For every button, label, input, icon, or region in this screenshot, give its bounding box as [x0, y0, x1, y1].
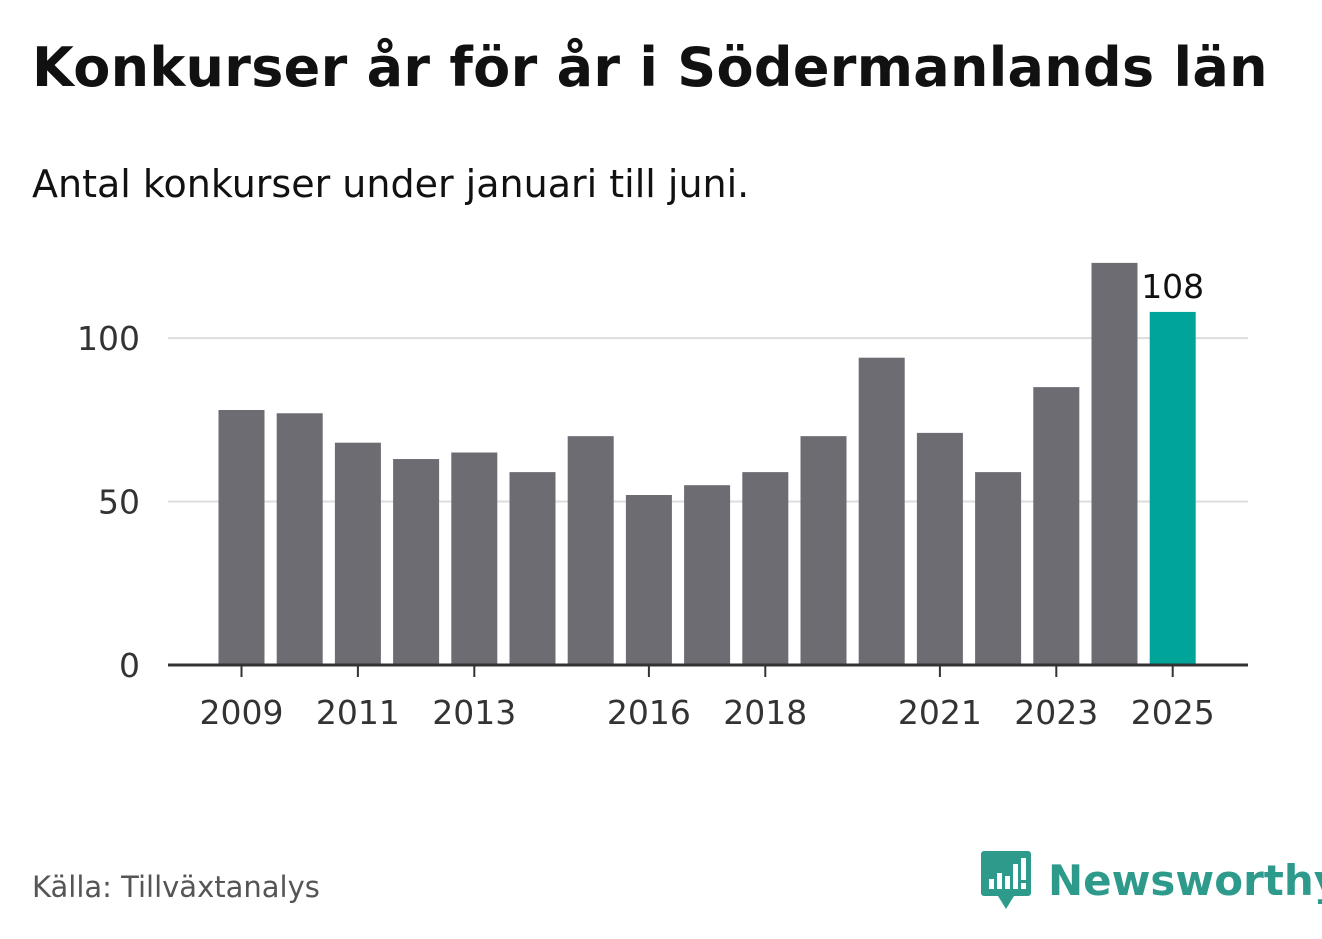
bar	[916, 432, 963, 665]
bar	[858, 357, 905, 665]
data-label: 108	[1141, 267, 1204, 306]
x-tick-label: 2025	[1131, 693, 1215, 732]
newsworthy-logo-icon	[980, 849, 1032, 911]
brand-name: Newsworthy	[1048, 855, 1322, 905]
bar	[451, 452, 498, 665]
x-tick-label: 2013	[432, 693, 516, 732]
bar	[393, 459, 440, 665]
bar	[509, 472, 556, 665]
y-tick-label: 0	[119, 646, 140, 685]
brand-logo: Newsworthy	[980, 848, 1322, 912]
chart-subtitle: Antal konkurser under januari till juni.	[32, 162, 750, 206]
bar	[800, 436, 847, 665]
bar	[334, 442, 381, 665]
bar	[625, 495, 672, 665]
x-tick-label: 2023	[1014, 693, 1098, 732]
x-tick-label: 2016	[607, 693, 691, 732]
data-labels: 108	[1141, 267, 1204, 306]
bars	[218, 262, 1196, 665]
bar	[1091, 262, 1138, 665]
x-axis-ticks: 2009 2011 2013 2016 2018 2021 2023 2025	[200, 665, 1215, 732]
bar	[567, 436, 614, 665]
bar	[975, 472, 1022, 665]
chart-title: Konkurser år för år i Södermanlands län	[32, 36, 1268, 99]
bar	[684, 485, 731, 665]
bar	[218, 410, 265, 665]
x-tick-label: 2018	[723, 693, 807, 732]
gridlines	[168, 337, 1248, 503]
y-tick-label: 50	[98, 483, 140, 522]
y-tick-label: 100	[77, 319, 140, 358]
x-tick-label: 2021	[898, 693, 982, 732]
y-axis-ticks: 0 50 100	[77, 319, 140, 685]
bar-highlight	[1149, 311, 1196, 665]
bar	[1033, 387, 1080, 665]
x-tick-label: 2009	[200, 693, 284, 732]
bar	[276, 413, 323, 665]
bar	[742, 472, 789, 665]
source-note: Källa: Tillväxtanalys	[32, 870, 320, 904]
x-tick-label: 2011	[316, 693, 400, 732]
